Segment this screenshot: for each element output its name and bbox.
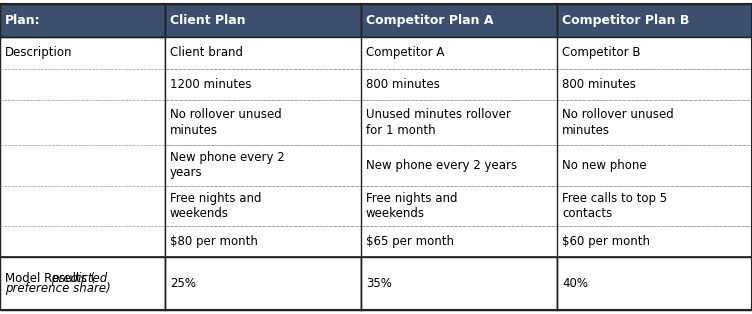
Text: $60 per month: $60 per month [562, 235, 650, 248]
Text: Free calls to top 5
contacts: Free calls to top 5 contacts [562, 192, 667, 220]
Text: Client Plan: Client Plan [170, 14, 246, 27]
Text: Competitor Plan B: Competitor Plan B [562, 14, 690, 27]
Bar [361, 37, 557, 69]
Text: Plan:: Plan: [5, 14, 41, 27]
Text: Free nights and
weekends: Free nights and weekends [366, 192, 457, 220]
Bar [0, 257, 165, 310]
Bar [557, 100, 752, 145]
Bar [361, 186, 557, 226]
Bar [557, 37, 752, 69]
Text: $80 per month: $80 per month [170, 235, 258, 248]
Text: 800 minutes: 800 minutes [562, 78, 636, 91]
Bar [165, 37, 361, 69]
Text: predicted: predicted [51, 272, 108, 285]
Bar [0, 4, 165, 37]
Text: Competitor Plan A: Competitor Plan A [366, 14, 493, 27]
Text: 35%: 35% [366, 277, 392, 290]
Bar [165, 226, 361, 257]
Bar [557, 145, 752, 186]
Text: 25%: 25% [170, 277, 196, 290]
Text: Unused minutes rollover
for 1 month: Unused minutes rollover for 1 month [366, 108, 511, 137]
Bar [165, 100, 361, 145]
Bar [361, 100, 557, 145]
Bar [557, 226, 752, 257]
Bar [361, 145, 557, 186]
Bar [557, 186, 752, 226]
Text: Client brand: Client brand [170, 46, 243, 59]
Text: No new phone: No new phone [562, 159, 647, 172]
Bar [557, 4, 752, 37]
Bar [361, 4, 557, 37]
Bar [165, 145, 361, 186]
Text: Description: Description [5, 46, 72, 59]
Text: 1200 minutes: 1200 minutes [170, 78, 251, 91]
Text: $65 per month: $65 per month [366, 235, 454, 248]
Bar [165, 186, 361, 226]
Text: Model Results (: Model Results ( [5, 272, 96, 285]
Text: New phone every 2
years: New phone every 2 years [170, 151, 285, 179]
Bar [557, 69, 752, 100]
Bar [0, 37, 165, 257]
Text: Competitor B: Competitor B [562, 46, 641, 59]
Bar [165, 257, 361, 310]
Text: preference share): preference share) [5, 282, 111, 295]
Bar [361, 226, 557, 257]
Text: No rollover unused
minutes: No rollover unused minutes [562, 108, 674, 137]
Bar [165, 69, 361, 100]
Text: New phone every 2 years: New phone every 2 years [366, 159, 517, 172]
Text: 40%: 40% [562, 277, 588, 290]
Bar [165, 4, 361, 37]
Text: 800 minutes: 800 minutes [366, 78, 440, 91]
Text: Competitor A: Competitor A [366, 46, 444, 59]
Text: Free nights and
weekends: Free nights and weekends [170, 192, 262, 220]
Bar [557, 257, 752, 310]
Bar [361, 257, 557, 310]
Text: No rollover unused
minutes: No rollover unused minutes [170, 108, 282, 137]
Bar [361, 69, 557, 100]
